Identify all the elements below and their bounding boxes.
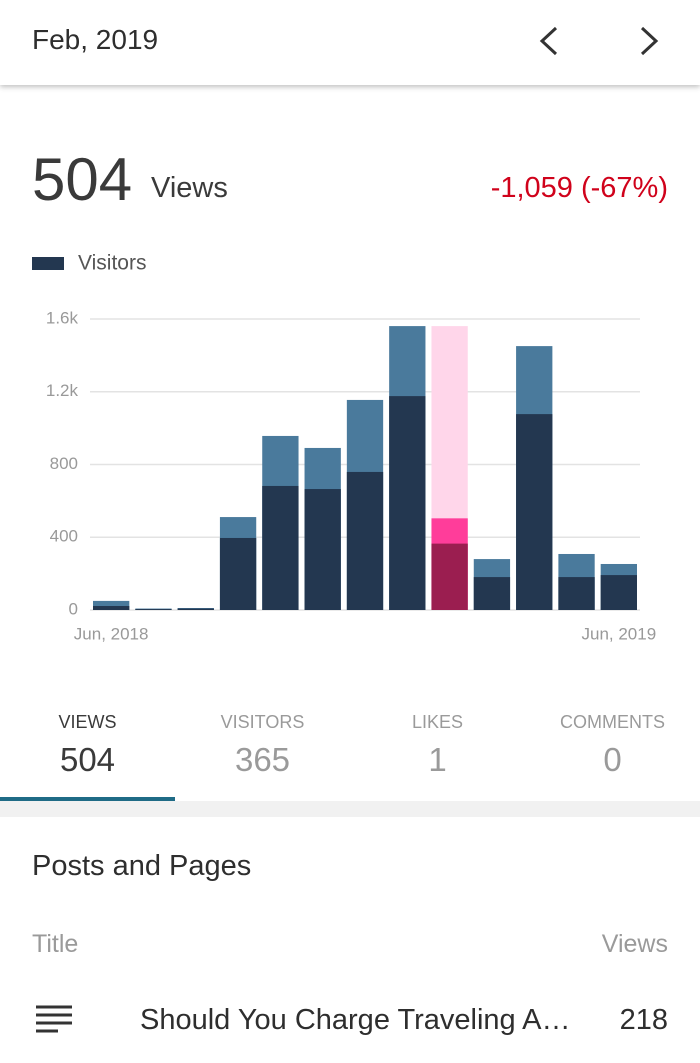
bar [473,577,511,610]
tab-value: 0 [603,741,622,778]
bar [135,609,172,610]
period-title: Feb, 2019 [32,24,159,55]
tab-indicator [0,797,175,801]
tab[interactable]: VIEWS 504 [0,712,175,779]
tab-value: 1 [428,741,447,778]
tab-value: 504 [59,741,116,778]
bar [177,608,214,610]
post-views: 218 [619,1004,668,1036]
tab-value: 365 [234,741,291,778]
tab-label: VISITORS [220,712,305,732]
y-tick-label: 400 [50,527,78,546]
tab[interactable]: VISITORS 365 [175,712,350,779]
bar [219,537,257,610]
summary-unit: Views [151,172,228,204]
column-header: Views [601,930,668,958]
prev-button[interactable] [539,26,558,56]
legend-swatch [32,257,64,270]
tab-label: LIKES [411,712,464,732]
section-title: Posts and Pages [32,850,252,882]
bar [558,577,595,610]
bar [93,600,130,610]
x-tick-label: Jun, 2019 [582,624,657,643]
tab-label: VIEWS [58,712,117,732]
tab[interactable]: LIKES 1 [350,712,525,779]
y-tick-label: 1.2k [46,381,79,400]
y-tick-label: 1.6k [46,308,79,327]
post-icon [36,1005,72,1033]
nav-arrows [539,26,659,56]
bar [262,485,299,610]
top-bar: Feb, 2019 [0,0,700,85]
legend-label: Visitors [78,252,146,275]
x-tick-label: Jun, 2018 [74,624,149,643]
y-tick-label: 800 [50,454,78,473]
column-header: Title [32,930,79,958]
bar [346,471,384,610]
summary-value: 504 [32,146,133,213]
bar [600,575,637,610]
chart: Visitors 0 400 800 1.2k 1.6k Jun, 2018 Jun, 201… [32,252,657,643]
post-title[interactable]: Should You Charge Traveling A… [140,1004,571,1036]
divider [0,801,700,817]
y-tick-label: 0 [69,599,78,618]
tab-label: COMMENTS [560,712,665,732]
bar [304,489,341,610]
bar [93,605,130,610]
next-button[interactable] [640,26,659,56]
bar [389,396,426,610]
tab[interactable]: COMMENTS 0 [525,712,700,779]
bar [516,414,553,610]
summary-change: -1,059 (-67%) [490,172,668,204]
bar [431,543,468,610]
